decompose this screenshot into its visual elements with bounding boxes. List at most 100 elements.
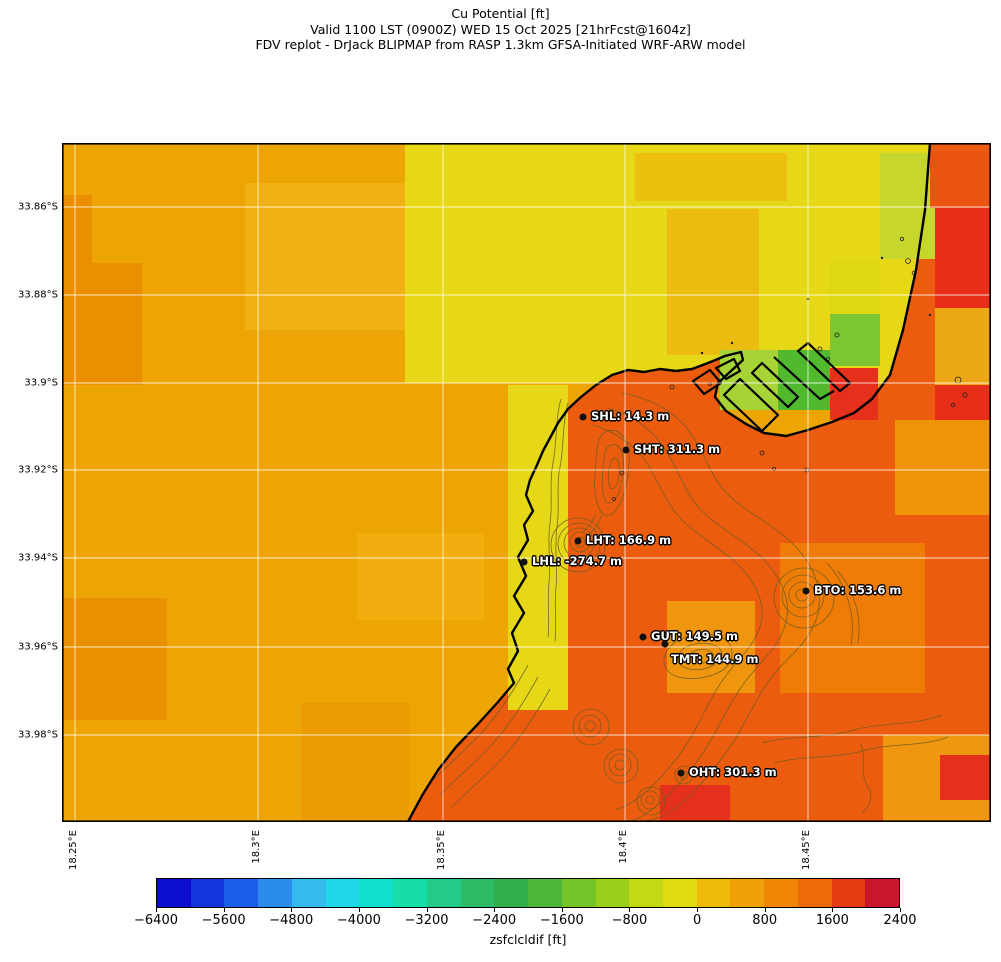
- colorbar-segment: [663, 879, 697, 907]
- y-axis-tick-label: 33.98°S: [18, 729, 58, 741]
- colorbar-segment: [629, 879, 664, 907]
- y-axis-tick-label: 33.94°S: [18, 552, 58, 564]
- station-marker-oht: [677, 769, 685, 777]
- colorbar-segment: [258, 879, 292, 907]
- colorbar-tickmark: [900, 908, 901, 912]
- colorbar-tick-label: −4800: [269, 913, 314, 928]
- x-axis-tick-label: 18.4°E: [618, 830, 629, 864]
- colorbar-tick-label: 0: [692, 913, 702, 928]
- colorbar-tickmark: [223, 908, 225, 912]
- forecast-grid-cell: [935, 308, 991, 385]
- forecast-grid-cell: [780, 543, 925, 693]
- y-axis-tick-label: 33.96°S: [18, 641, 58, 653]
- colorbar-segment: [460, 879, 495, 907]
- colorbar-segment: [157, 879, 191, 907]
- map-canvas: [62, 143, 991, 822]
- colorbar-tickmark: [156, 908, 157, 912]
- colorbar-segment: [528, 879, 562, 907]
- station-marker-shl: [579, 413, 587, 421]
- forecast-grid-cell: [935, 208, 991, 308]
- colorbar-tickmark: [629, 908, 631, 912]
- colorbar-tickmark: [764, 908, 766, 912]
- forecast-grid-cell: [508, 385, 568, 710]
- colorbar-segment: [797, 879, 832, 907]
- colorbar-segment: [325, 879, 360, 907]
- plot-title: Cu Potential [ft]: [451, 6, 550, 21]
- colorbar: [156, 878, 900, 908]
- y-axis-tick-label: 33.88°S: [18, 289, 58, 301]
- colorbar-segment: [426, 879, 461, 907]
- station-marker-bto: [802, 587, 810, 595]
- colorbar-tick-label: −1600: [539, 913, 584, 928]
- x-axis-tick-label: 18.25°E: [68, 830, 79, 870]
- colorbar-segment: [764, 879, 798, 907]
- grid-cells-ocean: [62, 143, 930, 822]
- forecast-grid-cell: [830, 368, 878, 420]
- station-label-oht: OHT: 301.3 m: [689, 765, 777, 779]
- lat-lon-gridlines: [62, 143, 991, 822]
- colorbar-tick-label: −6400: [134, 913, 178, 928]
- colorbar-tickmark: [291, 908, 293, 912]
- colorbar-segment: [831, 879, 866, 907]
- model-subtitle: FDV replot - DrJack BLIPMAP from RASP 1.…: [255, 37, 746, 52]
- colorbar-tickmark: [358, 908, 360, 912]
- forecast-grid-cell: [930, 151, 991, 208]
- station-label-lht: LHT: 166.9 m: [586, 533, 672, 547]
- grid-cells-land: [508, 151, 991, 822]
- y-axis-tick-label: 33.92°S: [18, 464, 58, 476]
- pier-hook: [714, 357, 742, 381]
- colorbar-tickmark: [832, 908, 834, 912]
- colorbar-segment: [730, 879, 765, 907]
- station-marker-lht: [574, 537, 582, 545]
- forecast-grid-cell: [667, 209, 759, 355]
- forecast-grid-cell: [830, 262, 880, 314]
- colorbar-segment: [190, 879, 225, 907]
- x-axis-tick-label: 18.45°E: [801, 830, 812, 870]
- colorbar-tick-label: −4000: [336, 913, 381, 928]
- station-marker-sht: [622, 446, 630, 454]
- forecast-grid-cell: [302, 703, 409, 822]
- colorbar-segment: [595, 879, 630, 907]
- forecast-grid-cell: [62, 195, 92, 265]
- colorbar-tickmark: [494, 908, 496, 912]
- colorbar-segment: [393, 879, 427, 907]
- forecast-grid-cell: [720, 350, 778, 410]
- forecast-grid-cell: [895, 420, 991, 515]
- dock-1: [722, 377, 780, 433]
- colorbar-tickmark: [561, 908, 563, 912]
- colorbar-tick-label: 1600: [815, 913, 849, 928]
- forecast-grid-cell: [245, 183, 407, 330]
- x-axis-tick-label: 18.35°E: [436, 830, 447, 870]
- forecast-grid-cell: [830, 314, 880, 366]
- dock-2: [750, 361, 800, 409]
- forecast-grid-cell: [778, 350, 830, 410]
- x-axis-tick-label: 18.3°E: [251, 830, 262, 864]
- station-label-bto: BTO: 153.6 m: [814, 583, 902, 597]
- colorbar-tick-label: −2400: [472, 913, 517, 928]
- station-label-lhl: LHL: -274.7 m: [532, 554, 623, 568]
- station-marker-gut: [639, 633, 647, 641]
- y-axis-tick-label: 33.9°S: [24, 377, 58, 389]
- colorbar-tick-label: 2400: [883, 913, 917, 928]
- station-marker-tmt: [661, 640, 669, 648]
- rock-dots: [700, 256, 932, 355]
- colorbar-segment: [291, 879, 326, 907]
- colorbar-tick-label: 800: [752, 913, 778, 928]
- colorbar-segment: [865, 879, 900, 907]
- colorbar-segment: [224, 879, 259, 907]
- station-label-sht: SHT: 311.3 m: [634, 442, 721, 456]
- colorbar-tick-label: −5600: [201, 913, 246, 928]
- map-plot-area: SHL: 14.3 m SHT: 311.3 m LHT: 166.9 m LHL: …: [62, 143, 991, 822]
- station-label-gut: GUT: 149.5 m: [651, 629, 738, 643]
- title-block: Cu Potential [ft] Valid 1100 LST (0900Z)…: [0, 6, 1001, 53]
- forecast-grid-cell: [940, 755, 991, 800]
- colorbar-segment: [696, 879, 731, 907]
- station-marker-lhl: [520, 558, 528, 566]
- station-label-tmt: TMT: 144.9 m: [671, 652, 759, 666]
- valid-time-subtitle: Valid 1100 LST (0900Z) WED 15 Oct 2025 […: [310, 21, 691, 37]
- colorbar-tickmark: [697, 908, 699, 912]
- forecast-grid-cell: [635, 153, 787, 201]
- colorbar-segment: [359, 879, 394, 907]
- forecast-grid-cell: [357, 533, 484, 620]
